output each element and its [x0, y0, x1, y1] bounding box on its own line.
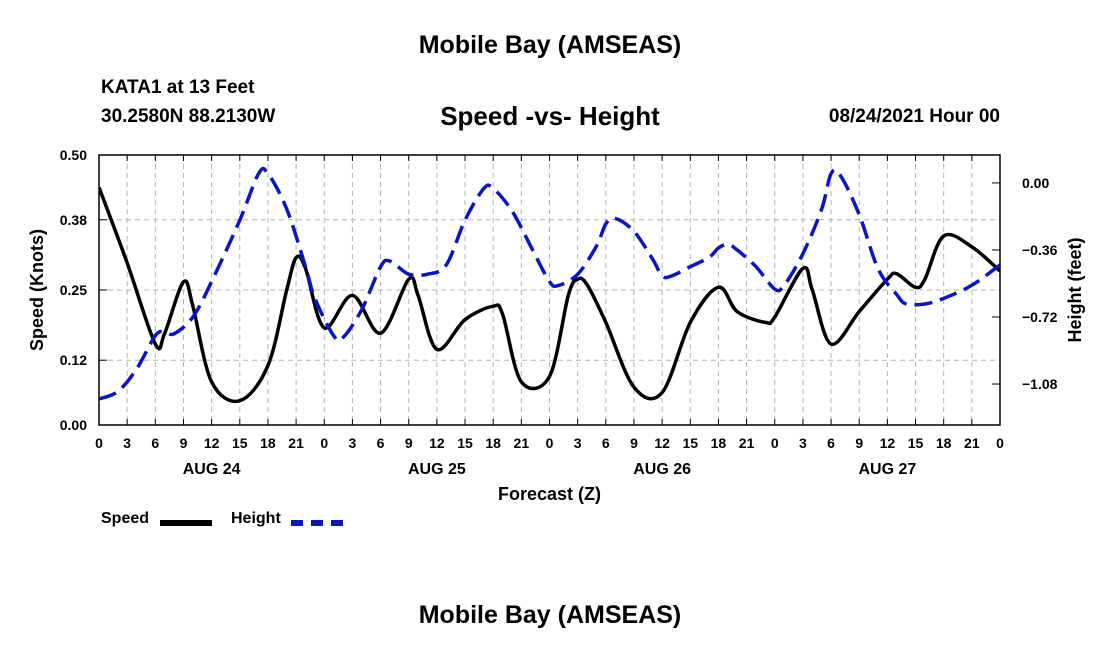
y-left-tick-label: 0.00: [60, 417, 87, 433]
x-tick-label: 15: [908, 435, 924, 451]
x-tick-label: 15: [682, 435, 698, 451]
x-tick-label: 12: [429, 435, 445, 451]
y-left-axis-title: Speed (Knots): [27, 229, 47, 351]
y-right-axis-title: Height (feet): [1065, 238, 1085, 343]
x-tick-label: 0: [320, 435, 328, 451]
x-day-label: AUG 24: [183, 461, 241, 478]
x-tick-label: 6: [602, 435, 610, 451]
x-tick-label: 3: [574, 435, 582, 451]
x-tick-label: 3: [799, 435, 807, 451]
station-label: KATA1 at 13 Feet: [101, 77, 255, 98]
legend-speed-swatch: [160, 520, 212, 526]
x-tick-label: 18: [485, 435, 501, 451]
x-tick-label: 3: [349, 435, 357, 451]
x-day-label: AUG 25: [408, 461, 466, 478]
x-tick-label: 21: [514, 435, 530, 451]
x-tick-label: 6: [377, 435, 385, 451]
x-tick-label: 6: [151, 435, 159, 451]
x-tick-label: 12: [204, 435, 220, 451]
y-right-tick-label: −0.36: [1022, 242, 1058, 258]
y-right-tick-label: −0.72: [1022, 309, 1058, 325]
legend-speed-label: Speed: [101, 510, 150, 527]
x-tick-label: 3: [123, 435, 131, 451]
forecast-run-time: 08/24/2021 Hour 00: [828, 106, 1000, 127]
x-tick-label: 9: [180, 435, 188, 451]
x-tick-label: 0: [95, 435, 103, 451]
y-left-tick-label: 0.38: [60, 212, 87, 228]
x-tick-label: 0: [546, 435, 554, 451]
x-tick-label: 15: [457, 435, 473, 451]
x-tick-label: 9: [405, 435, 413, 451]
x-axis-title: Forecast (Z): [498, 484, 601, 504]
y-left-tick-label: 0.50: [60, 147, 87, 163]
x-day-label: AUG 26: [633, 461, 691, 478]
x-tick-label: 9: [855, 435, 863, 451]
series-line-height: [99, 166, 1000, 401]
x-tick-label: 15: [232, 435, 248, 451]
x-tick-label: 12: [654, 435, 670, 451]
x-tick-label: 12: [880, 435, 896, 451]
station-coordinates: 30.2580N 88.2130W: [101, 106, 276, 127]
x-tick-label: 18: [260, 435, 276, 451]
footer-title: Mobile Bay (AMSEAS): [418, 601, 682, 629]
x-tick-label: 18: [711, 435, 727, 451]
page-title: Mobile Bay (AMSEAS): [418, 31, 682, 59]
chart-title: Speed -vs- Height: [440, 101, 660, 131]
series-line-speed: [99, 186, 1000, 404]
x-tick-label: 0: [771, 435, 779, 451]
x-tick-label: 18: [936, 435, 952, 451]
x-day-label: AUG 27: [858, 461, 916, 478]
y-right-tick-label: −1.08: [1022, 376, 1058, 392]
legend-height-label: Height: [231, 510, 281, 527]
x-tick-label: 21: [964, 435, 980, 451]
x-tick-label: 21: [739, 435, 755, 451]
x-tick-label: 0: [996, 435, 1004, 451]
y-left-tick-label: 0.25: [60, 282, 87, 298]
y-right-tick-label: 0.00: [1022, 175, 1049, 191]
x-tick-label: 21: [288, 435, 304, 451]
x-tick-label: 6: [827, 435, 835, 451]
x-tick-label: 9: [630, 435, 638, 451]
legend-height-swatch: [291, 520, 343, 526]
y-left-tick-label: 0.12: [60, 352, 87, 368]
